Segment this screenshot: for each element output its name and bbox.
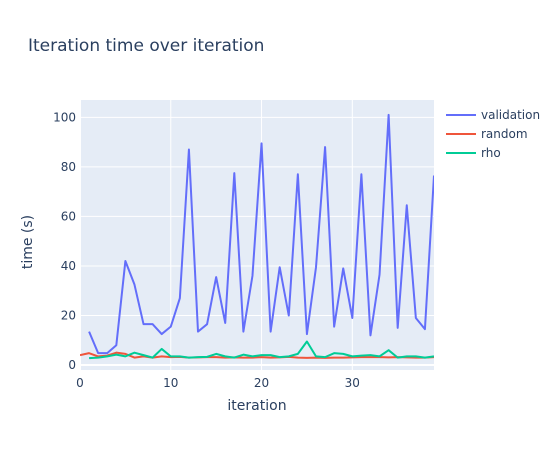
x-axis-label: iteration xyxy=(227,398,286,414)
x-tick-labels: 0 10 20 30 xyxy=(76,376,360,390)
legend-label-validation: validation xyxy=(481,108,540,122)
y-tick-label: 80 xyxy=(61,160,76,174)
y-tick-label: 20 xyxy=(61,309,76,323)
series-line-rho xyxy=(89,340,434,360)
legend-label-rho: rho xyxy=(481,146,501,160)
series-line-random xyxy=(80,351,434,359)
chart-title: Iteration time over iteration xyxy=(28,36,264,56)
y-tick-label: 40 xyxy=(61,259,76,273)
y-tick-labels: 0 20 40 60 80 100 xyxy=(53,110,76,372)
series-line-validation xyxy=(88,113,434,355)
y-tick-label: 60 xyxy=(61,209,76,223)
y-axis-label: time (s) xyxy=(20,215,36,269)
legend-label-random: random xyxy=(481,127,528,141)
y-tick-label: 0 xyxy=(68,358,76,372)
legend: validation random rho xyxy=(446,108,540,160)
x-tick-label: 30 xyxy=(345,376,360,390)
x-tick-label: 0 xyxy=(76,376,84,390)
x-tick-label: 20 xyxy=(254,376,269,390)
series-lines xyxy=(80,113,434,360)
plot-background xyxy=(80,100,434,370)
y-tick-label: 100 xyxy=(53,110,76,124)
x-tick-label: 10 xyxy=(163,376,178,390)
